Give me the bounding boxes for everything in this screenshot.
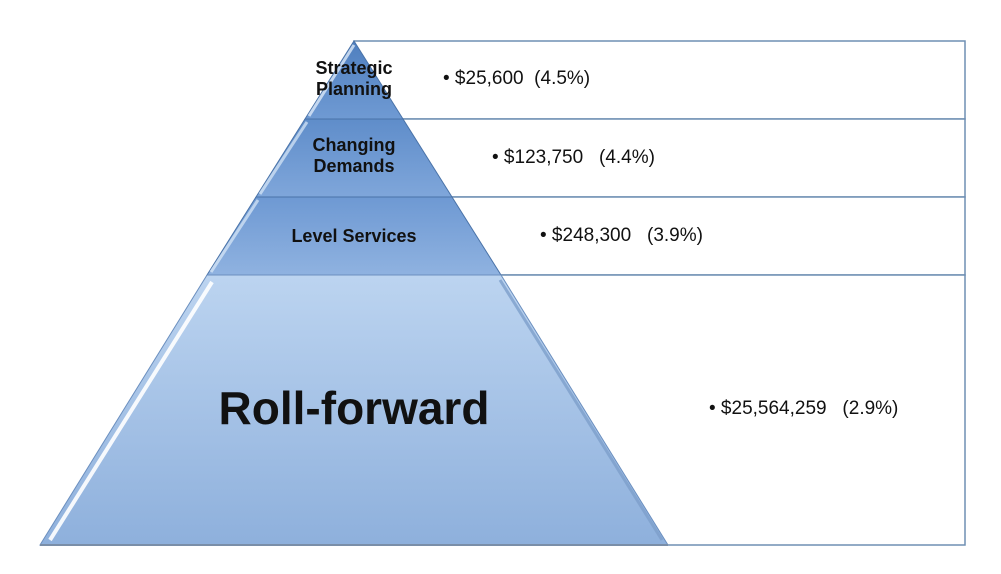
tier-label-line: Roll-forward: [218, 382, 490, 434]
tier-box-changing-demands: [353, 118, 966, 198]
tier-value-level-services: • $248,300 (3.9%): [540, 225, 703, 246]
tier-label-changing-demands: Changing Demands: [284, 135, 424, 176]
bevel-highlight: [48, 280, 214, 542]
bevel-shadow: [498, 279, 664, 541]
tier-label-line: Strategic: [315, 58, 393, 78]
tier-label-line: Planning: [316, 78, 392, 99]
tier-value-strategic-planning: • $25,600 (4.5%): [443, 68, 591, 89]
tier-box-strategic-planning: [353, 40, 966, 120]
tier-value-roll-forward: • $25,564,259 (2.9%): [709, 398, 899, 419]
tier-label-line: Demands: [313, 155, 395, 176]
tier-label-level-services: Level Services: [254, 226, 454, 247]
tier-label-line: Level Services: [291, 226, 417, 246]
bevel-highlight: [307, 44, 356, 117]
bevel-highlight: [258, 121, 309, 195]
tier-label-strategic-planning: Strategic Planning: [294, 58, 414, 99]
bevel-highlight: [209, 199, 260, 273]
tier-value-changing-demands: • $123,750 (4.4%): [492, 147, 655, 168]
tier-label-roll-forward: Roll-forward: [154, 382, 554, 435]
tier-label-line: Changing: [312, 135, 396, 155]
